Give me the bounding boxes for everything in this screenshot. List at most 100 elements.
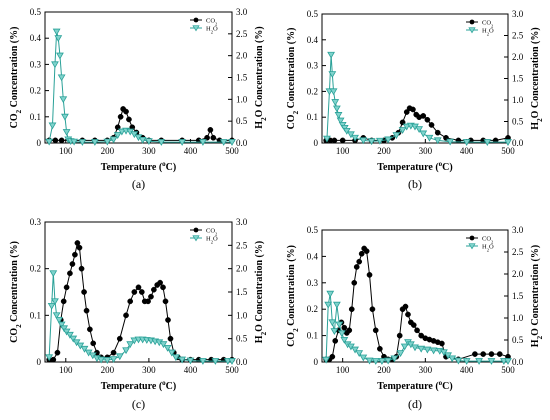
data-point-co2 [346, 327, 353, 334]
data-point-co2 [167, 335, 174, 342]
data-point-h2o [433, 137, 442, 145]
data-point-h2o [504, 358, 512, 365]
y-left-tick-label: 0.2 [307, 86, 318, 96]
data-point-h2o [332, 105, 341, 113]
legend-label-h2o: H2O [482, 28, 494, 37]
chart-panel-c: 100 200 300 400 500 0 0.1 0.2 0.3 0.0 0.5 1.0 1.5 2.0… [9, 217, 268, 411]
data-point-h2o [55, 317, 64, 324]
x-tick-label: 400 [460, 146, 474, 156]
data-point-co2 [131, 289, 138, 295]
data-point-co2 [72, 251, 78, 258]
data-point-h2o [324, 301, 333, 309]
y-right-tick-label: 1.5 [236, 287, 248, 297]
data-point-h2o [334, 112, 343, 119]
data-point-h2o [483, 139, 492, 146]
data-point-co2 [396, 332, 403, 339]
data-point-h2o [66, 331, 74, 339]
data-point-co2 [90, 340, 97, 347]
data-point-co2 [403, 109, 410, 115]
data-point-h2o [328, 71, 337, 79]
data-point-h2o [219, 139, 228, 146]
y-right-tick-label: 1.5 [236, 73, 248, 83]
y-right-tick-label: 2.5 [512, 31, 524, 41]
data-point-h2o [392, 132, 401, 140]
data-point-co2 [69, 261, 76, 267]
data-point-co2 [135, 284, 142, 291]
y-left-tick-label: 0.2 [30, 264, 41, 274]
data-point-h2o [355, 350, 364, 358]
data-point-co2 [488, 351, 495, 357]
y-right-tick-label: 2.5 [236, 29, 248, 39]
data-point-h2o [186, 357, 195, 365]
data-point-h2o [504, 139, 512, 146]
data-point-h2o [487, 358, 496, 365]
data-point-co2 [414, 327, 420, 334]
legend-label-co2: CO2 [206, 228, 218, 237]
data-point-co2 [117, 113, 124, 120]
data-point-h2o [56, 52, 64, 60]
data-point-h2o [419, 130, 428, 138]
x-tick-label: 100 [59, 146, 73, 156]
y-left-tick-label: 0.4 [30, 33, 42, 43]
data-point-h2o [328, 319, 337, 327]
data-point-co2 [126, 116, 132, 123]
y-right-tick-label: 0.5 [512, 117, 524, 127]
plot-frame [44, 11, 233, 144]
data-point-co2 [424, 116, 431, 123]
y-left-axis-label: CO2 Concentration (%) [9, 241, 23, 343]
data-point-h2o [52, 28, 61, 36]
data-point-h2o [90, 139, 99, 146]
plot-frame [321, 13, 509, 144]
data-point-h2o [326, 290, 335, 298]
data-point-co2 [148, 293, 154, 300]
data-point-co2 [363, 248, 370, 254]
y-left-tick-label: 0 [314, 357, 319, 367]
legend-marker-co2 [193, 227, 199, 233]
data-point-h2o [342, 127, 351, 135]
data-point-h2o [54, 35, 63, 43]
data-point-h2o [115, 353, 124, 361]
data-point-h2o [332, 301, 341, 309]
data-point-h2o [62, 328, 71, 336]
y-left-tick-label: 0.3 [30, 59, 42, 69]
data-point-co2 [358, 250, 365, 257]
data-point-co2 [160, 284, 166, 291]
data-point-co2 [63, 284, 70, 291]
data-point-h2o [199, 139, 207, 146]
data-point-h2o [57, 321, 66, 329]
data-point-co2 [165, 317, 171, 323]
y-left-tick-label: 0.2 [30, 86, 41, 96]
y-left-tick-label: 0.3 [307, 61, 319, 71]
data-point-co2 [329, 353, 336, 360]
data-point-h2o [329, 88, 338, 96]
y-left-tick-label: 0.2 [307, 304, 318, 314]
data-point-co2 [332, 338, 339, 344]
data-point-h2o [340, 337, 349, 344]
data-point-h2o [448, 355, 457, 363]
data-point-h2o [61, 113, 69, 121]
data-point-h2o [322, 356, 331, 364]
data-point-co2 [54, 349, 61, 356]
y-left-tick-label: 0.3 [307, 278, 319, 288]
y-right-tick-label: 2.0 [236, 51, 248, 61]
legend-label-co2: CO2 [206, 18, 218, 27]
data-point-co2 [351, 279, 358, 286]
data-point-h2o [138, 136, 147, 144]
x-axis-label: Temperature (oC) [101, 160, 176, 173]
y-left-tick-label: 0.1 [30, 112, 41, 122]
data-point-co2 [420, 113, 427, 119]
x-tick-label: 100 [336, 365, 350, 375]
legend-label-h2o: H2O [206, 236, 218, 245]
data-point-co2 [151, 286, 157, 293]
x-tick-label: 300 [419, 365, 433, 375]
y-right-tick-label: 2.0 [512, 52, 524, 62]
data-point-co2 [410, 322, 417, 328]
x-tick-label: 400 [184, 146, 198, 156]
legend-label-co2: CO2 [482, 236, 494, 245]
x-tick-label: 400 [460, 365, 474, 375]
y-right-tick-label: 0.0 [236, 138, 248, 148]
y-right-tick-label: 0.5 [512, 335, 524, 345]
data-point-co2 [74, 240, 81, 246]
y-right-tick-label: 2.0 [512, 269, 524, 279]
